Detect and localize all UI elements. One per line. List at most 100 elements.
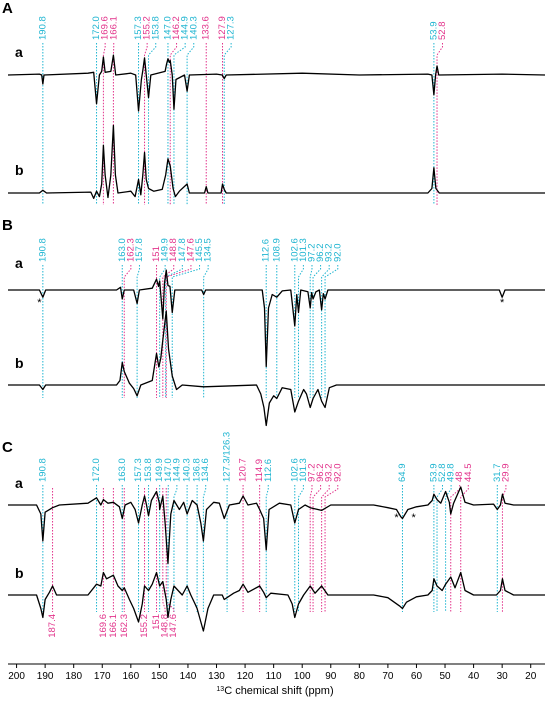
peak-label: 112.6 bbox=[263, 459, 274, 482]
peak-label: 169.6 bbox=[98, 614, 109, 638]
peak-label: 153.8 bbox=[150, 16, 161, 40]
peak-guide bbox=[321, 265, 330, 398]
x-tick-label: 50 bbox=[439, 671, 451, 682]
peak-guide bbox=[203, 265, 209, 398]
peak-label: 96.2 bbox=[315, 244, 326, 263]
peak-label: 101.3 bbox=[298, 458, 309, 482]
trace-label: a bbox=[15, 475, 23, 491]
spectrum-trace bbox=[8, 486, 545, 565]
peak-label: 120.7 bbox=[238, 458, 249, 482]
peak-label: 127.3 bbox=[226, 16, 237, 40]
peak-label: 145.5 bbox=[194, 238, 205, 262]
peak-guide bbox=[309, 265, 313, 398]
peak-label: 52.8 bbox=[437, 22, 448, 41]
spectrum-trace bbox=[8, 269, 545, 368]
asterisk: * bbox=[37, 297, 42, 309]
trace-label: b bbox=[15, 162, 24, 178]
peak-label: 155.2 bbox=[139, 614, 150, 638]
peak-label: 157.3 bbox=[133, 16, 144, 40]
peak-label: 147.6 bbox=[168, 614, 179, 638]
x-tick-label: 190 bbox=[37, 671, 54, 682]
x-tick-label: 150 bbox=[151, 671, 168, 682]
peak-label: 134.6 bbox=[200, 458, 211, 482]
peak-label: 97.2 bbox=[306, 244, 317, 263]
peak-label: 190.8 bbox=[37, 458, 48, 482]
peak-guide bbox=[501, 485, 507, 612]
peak-label: 153.8 bbox=[143, 458, 154, 482]
peak-label: 101.3 bbox=[298, 238, 309, 262]
peak-label: 140.3 bbox=[188, 16, 199, 40]
peak-label: 52.8 bbox=[437, 464, 448, 483]
x-tick-label: 30 bbox=[497, 671, 509, 682]
peak-label: 29.9 bbox=[500, 464, 511, 483]
peak-label: 64.9 bbox=[397, 464, 408, 483]
trace-label: a bbox=[15, 44, 23, 60]
x-tick-label: 110 bbox=[266, 671, 282, 682]
panel-label: A bbox=[2, 0, 13, 17]
peak-guide bbox=[223, 43, 232, 205]
peak-label: 190.8 bbox=[37, 238, 48, 262]
peak-label: 149.9 bbox=[160, 238, 171, 262]
peak-guide bbox=[297, 265, 304, 398]
peak-guide bbox=[173, 43, 186, 205]
x-tick-label: 180 bbox=[65, 671, 82, 682]
peak-guide bbox=[102, 43, 106, 205]
peak-guide bbox=[136, 265, 140, 398]
peak-guide bbox=[123, 265, 132, 398]
peak-label: 147.0 bbox=[163, 458, 174, 482]
peak-guide bbox=[436, 485, 443, 612]
peak-label: 127.9 bbox=[217, 16, 228, 40]
peak-label: 163.0 bbox=[117, 238, 128, 262]
peak-label: 187.4 bbox=[47, 614, 58, 638]
x-tick-label: 100 bbox=[294, 671, 311, 682]
peak-guide bbox=[324, 265, 339, 398]
x-tick-label: 200 bbox=[8, 671, 25, 682]
peak-guide bbox=[450, 485, 461, 612]
peak-guide bbox=[162, 488, 166, 612]
trace-label: a bbox=[15, 255, 23, 271]
peak-guide bbox=[312, 485, 322, 612]
x-tick-label: 70 bbox=[382, 671, 394, 682]
peak-label: 92.0 bbox=[332, 464, 343, 483]
peak-label: 144.9 bbox=[180, 16, 191, 40]
peak-label: 114.9 bbox=[254, 459, 265, 482]
peak-label: 44.5 bbox=[463, 464, 474, 483]
peak-label: 133.6 bbox=[201, 16, 212, 40]
asterisk: * bbox=[500, 297, 505, 309]
panel-label: B bbox=[2, 217, 13, 234]
spectrum-trace bbox=[8, 124, 545, 200]
peak-label: 163.0 bbox=[117, 458, 128, 482]
peak-guide bbox=[169, 43, 178, 205]
peak-label: 172.0 bbox=[91, 16, 102, 40]
peak-label: 134.5 bbox=[203, 238, 214, 262]
peak-label: 140.3 bbox=[182, 458, 193, 482]
x-tick-label: 60 bbox=[411, 671, 423, 682]
x-tick-label: 40 bbox=[468, 671, 480, 682]
peak-label: 92.0 bbox=[332, 244, 343, 263]
peak-label: 147.6 bbox=[185, 238, 196, 262]
peak-label: 48 bbox=[454, 471, 465, 482]
peak-guide bbox=[321, 485, 330, 612]
peak-label: 151 bbox=[151, 614, 162, 630]
peak-label: 136.8 bbox=[192, 458, 203, 482]
peak-label: 149.9 bbox=[154, 458, 165, 482]
peak-label: 102.6 bbox=[289, 238, 300, 262]
peak-label: 53.9 bbox=[428, 464, 439, 483]
peak-guide bbox=[460, 485, 469, 612]
asterisk: * bbox=[394, 512, 399, 524]
peak-label: 162.3 bbox=[119, 614, 130, 638]
asterisk: * bbox=[411, 512, 416, 524]
peak-label: 157.3 bbox=[133, 458, 144, 482]
peak-label: 93.2 bbox=[324, 464, 335, 483]
spectrum-trace bbox=[8, 310, 545, 427]
peak-guide bbox=[297, 485, 304, 612]
x-tick-label: 90 bbox=[325, 671, 337, 682]
x-tick-label: 80 bbox=[354, 671, 366, 682]
peak-guide bbox=[165, 265, 192, 398]
peak-guide bbox=[202, 485, 207, 612]
x-tick-label: 170 bbox=[94, 671, 111, 682]
peak-label: 127.3/126.3 bbox=[222, 432, 233, 482]
x-tick-label: 130 bbox=[208, 671, 225, 682]
